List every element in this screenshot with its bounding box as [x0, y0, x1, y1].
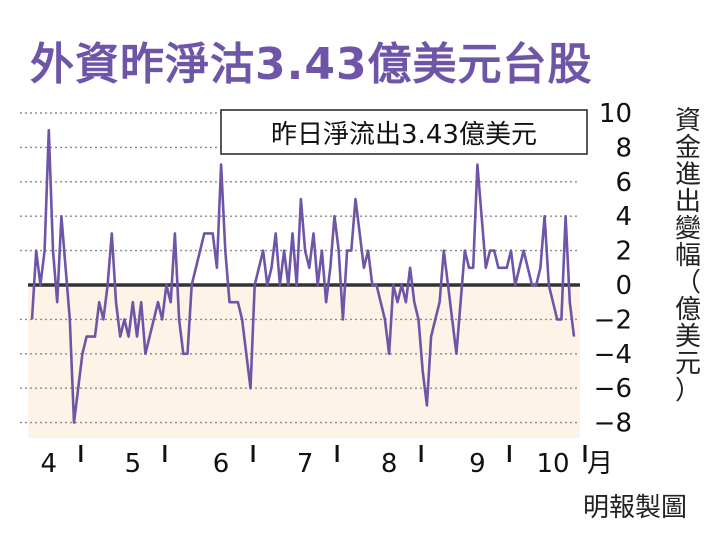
annotation-box: 昨日淨流出3.43億美元: [220, 109, 588, 155]
y-tick-label: −8: [594, 409, 632, 439]
x-tick-label: 10: [536, 449, 569, 479]
x-tick-label: 7: [297, 449, 314, 479]
y-tick-label: 0: [615, 271, 632, 301]
y-tick-label: −2: [594, 305, 632, 335]
y-tick-label: 10: [599, 99, 632, 129]
y-tick-label: 2: [615, 237, 632, 267]
y-tick-label: 4: [615, 202, 632, 232]
negative-zone: [28, 285, 580, 438]
y-tick-label: 6: [615, 168, 632, 198]
annotation-text: 昨日淨流出3.43億美元: [271, 120, 537, 150]
y-tick-label: −6: [594, 374, 632, 404]
y-tick-label: 8: [615, 133, 632, 163]
x-tick-label: 4: [41, 449, 58, 479]
y-axis-label: 資金進出變幅（億美元）: [674, 106, 701, 406]
x-axis-unit: 月: [587, 449, 613, 479]
x-tick-label: 6: [213, 449, 230, 479]
x-tick-label: 9: [469, 449, 486, 479]
x-tick-label: 5: [125, 449, 142, 479]
y-axis-ticks: 10 8 6 4 2 0 −2 −4 −6 −8: [594, 99, 632, 439]
x-axis-ticks: 4 5 6 7 8 9 10 月: [41, 445, 613, 479]
x-tick-label: 8: [381, 449, 398, 479]
series-line: [30, 128, 576, 424]
y-tick-label: −4: [594, 340, 632, 370]
chart-title: 外資昨淨沽3.43億美元台股: [30, 39, 593, 90]
credit-label: 明報製圖: [583, 493, 688, 523]
